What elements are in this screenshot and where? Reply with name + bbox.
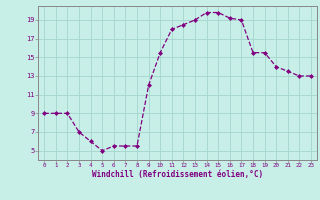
X-axis label: Windchill (Refroidissement éolien,°C): Windchill (Refroidissement éolien,°C)	[92, 170, 263, 179]
